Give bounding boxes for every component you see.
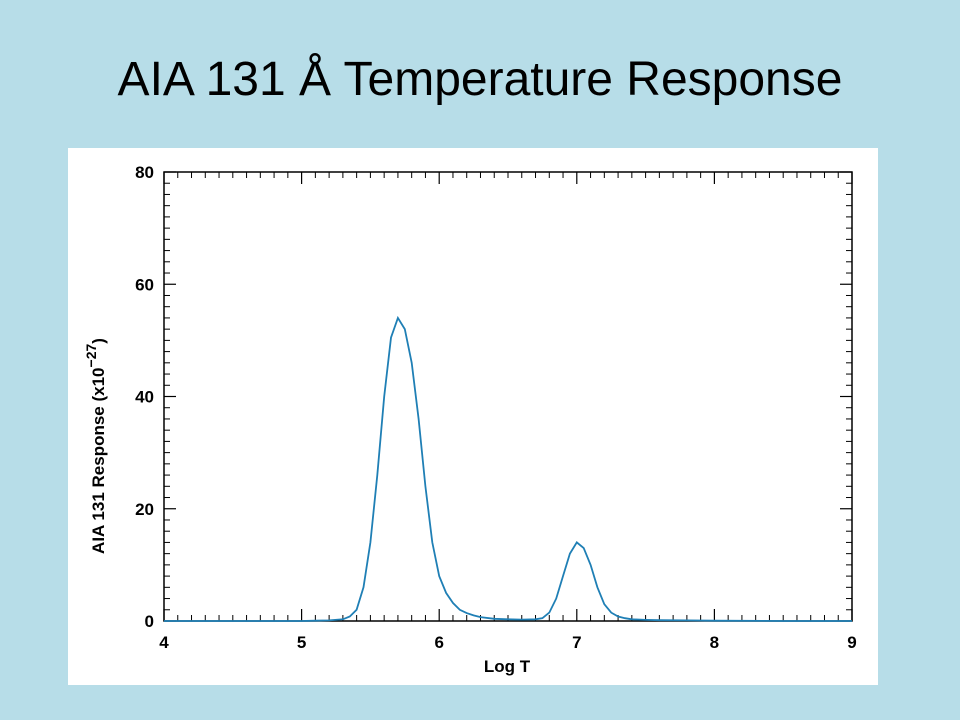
x-tick-label: 9: [847, 633, 856, 652]
x-tick-label: 7: [572, 633, 581, 652]
series-line: [164, 315, 852, 622]
y-tick-label: 80: [135, 163, 154, 182]
x-axis-label: Log T: [484, 657, 531, 676]
y-tick-label: 20: [135, 500, 154, 519]
y-axis-label: AIA 131 Response (x10−27): [83, 338, 108, 554]
y-axis-label-close: ): [89, 338, 108, 344]
plot-panel: 4 5 6 7 8 9 0 20 40 60 80 Log T AIA 131 Response …: [68, 148, 878, 685]
y-tick-label: 40: [135, 388, 154, 407]
y-axis-ticks: 0 20 40 60 80: [135, 163, 852, 631]
y-axis-label-exponent: −27: [83, 344, 99, 368]
slide-title: AIA 131 Å Temperature Response: [117, 53, 843, 106]
y-axis-label-main: AIA 131 Response (x10: [89, 367, 108, 553]
x-tick-label: 8: [710, 633, 719, 652]
y-tick-label: 60: [135, 275, 154, 294]
line-chart: 4 5 6 7 8 9 0 20 40 60 80 Log T AIA 131 Response …: [83, 163, 857, 676]
x-tick-label: 6: [434, 633, 443, 652]
plot-frame: [163, 171, 853, 622]
minor-ticks: [164, 172, 852, 621]
x-tick-label: 4: [159, 633, 169, 652]
x-tick-label: 5: [297, 633, 306, 652]
y-tick-label: 0: [145, 612, 154, 631]
x-axis-ticks: 4 5 6 7 8 9: [159, 172, 857, 652]
